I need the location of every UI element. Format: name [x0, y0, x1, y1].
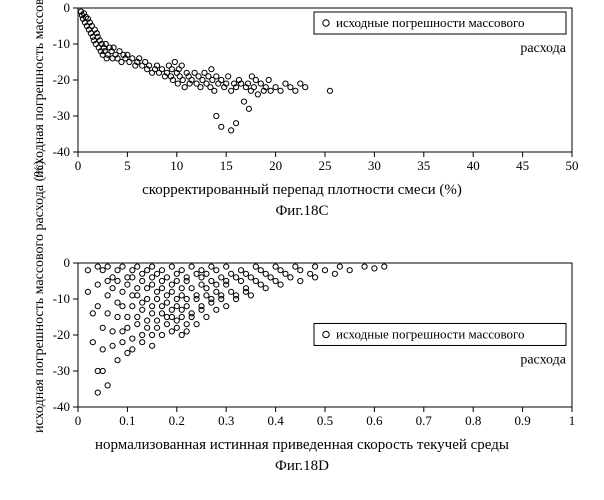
- chart-d-xlabel: нормализованная истинная приведенная ско…: [20, 437, 584, 454]
- svg-text:35: 35: [417, 158, 430, 173]
- figure-18c: исходная погрешность массового расхода (…: [20, 0, 584, 220]
- svg-text:-20: -20: [53, 327, 70, 342]
- svg-text:исходные погрешности массового: исходные погрешности массового: [336, 15, 525, 30]
- svg-text:расхода: расхода: [520, 352, 566, 367]
- figure-18d: исходная погрешность массового расхода (…: [20, 255, 584, 475]
- chart-c-caption: Фиг.18C: [20, 203, 584, 220]
- chart-c-xlabel: скорректированный перепад плотности смес…: [20, 182, 584, 199]
- svg-text:исходные погрешности массового: исходные погрешности массового: [336, 326, 525, 341]
- svg-text:-40: -40: [53, 144, 70, 159]
- svg-text:25: 25: [319, 158, 332, 173]
- svg-text:15: 15: [220, 158, 233, 173]
- svg-text:0.2: 0.2: [169, 413, 185, 428]
- chart-c-svg: 0 5 10 15 20 25 30 35 40 45 50 -40 -30 -20 -10 0 исходны…: [20, 0, 584, 180]
- svg-text:0.4: 0.4: [267, 413, 284, 428]
- chart-c-ylabel: исходная погрешность массового расхода (…: [32, 0, 48, 178]
- svg-text:0.9: 0.9: [514, 413, 530, 428]
- svg-text:0: 0: [75, 158, 82, 173]
- svg-text:1: 1: [569, 413, 576, 428]
- svg-text:40: 40: [467, 158, 480, 173]
- svg-text:20: 20: [269, 158, 282, 173]
- chart-c-plot: исходная погрешность массового расхода (…: [20, 0, 584, 180]
- svg-text:0: 0: [64, 255, 71, 270]
- svg-text:-10: -10: [53, 291, 70, 306]
- svg-text:0: 0: [64, 0, 71, 15]
- chart-d-ylabel: исходная погрешность массового расхода (…: [32, 160, 48, 433]
- svg-text:-20: -20: [53, 72, 70, 87]
- svg-text:0.6: 0.6: [366, 413, 383, 428]
- svg-text:-30: -30: [53, 108, 70, 123]
- svg-text:0.7: 0.7: [416, 413, 433, 428]
- svg-text:30: 30: [368, 158, 381, 173]
- svg-text:0.5: 0.5: [317, 413, 333, 428]
- svg-text:0.8: 0.8: [465, 413, 481, 428]
- svg-text:10: 10: [170, 158, 183, 173]
- svg-text:-30: -30: [53, 363, 70, 378]
- svg-text:0.3: 0.3: [218, 413, 234, 428]
- svg-text:0: 0: [75, 413, 82, 428]
- svg-text:50: 50: [566, 158, 579, 173]
- chart-d-caption: Фиг.18D: [20, 458, 584, 475]
- svg-text:45: 45: [516, 158, 529, 173]
- chart-d-plot: исходная погрешность массового расхода (…: [20, 255, 584, 435]
- svg-text:-40: -40: [53, 399, 70, 414]
- svg-text:0.1: 0.1: [119, 413, 135, 428]
- svg-text:расхода: расхода: [520, 41, 566, 56]
- svg-text:-10: -10: [53, 36, 70, 51]
- chart-d-svg: 0 0.1 0.2 0.3 0.4 0.5 0.6 0.7 0.8 0.9 1 -40 -30 -20 -1…: [20, 255, 584, 435]
- svg-text:5: 5: [124, 158, 130, 173]
